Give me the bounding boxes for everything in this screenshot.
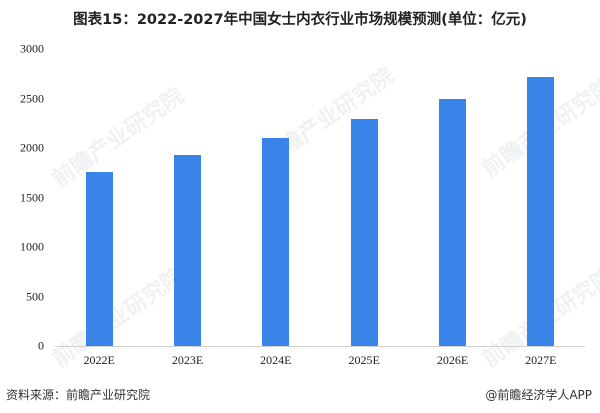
x-tick-label: 2027E <box>525 353 557 367</box>
source-note: 资料来源：前瞻产业研究院 <box>6 388 151 402</box>
bar-2026E <box>439 98 466 346</box>
y-tick-label: 1000 <box>20 239 44 254</box>
x-tick-label: 2026E <box>436 353 469 367</box>
y-tick-label: 2500 <box>20 91 44 105</box>
watermark: 前瞻产业研究院 <box>48 83 189 193</box>
y-tick-label: 500 <box>26 289 44 303</box>
credit-note: @前瞻经济学人APP <box>485 388 592 402</box>
y-tick-label: 2000 <box>20 140 44 155</box>
watermark: 前瞻产业研究院 <box>48 263 189 373</box>
x-axis-line <box>55 346 585 347</box>
x-tick-label: 2023E <box>171 353 204 367</box>
x-tick-label: 2025E <box>348 353 380 367</box>
bar-2024E <box>262 138 290 346</box>
x-tick-label: 2022E <box>83 353 115 367</box>
chart-title: 图表15：2022-2027年中国女士内衣行业市场规模预测(单位：亿元) <box>73 12 527 28</box>
bar-2022E <box>85 171 113 346</box>
y-tick-label: 1500 <box>20 190 44 204</box>
bar-2025E <box>350 119 378 346</box>
x-tick-label: 2024E <box>260 353 292 367</box>
bar-2023E <box>174 154 201 346</box>
y-tick-label: 0 <box>38 338 44 353</box>
bar-2027E <box>527 76 555 346</box>
y-tick-label: 3000 <box>20 41 44 56</box>
